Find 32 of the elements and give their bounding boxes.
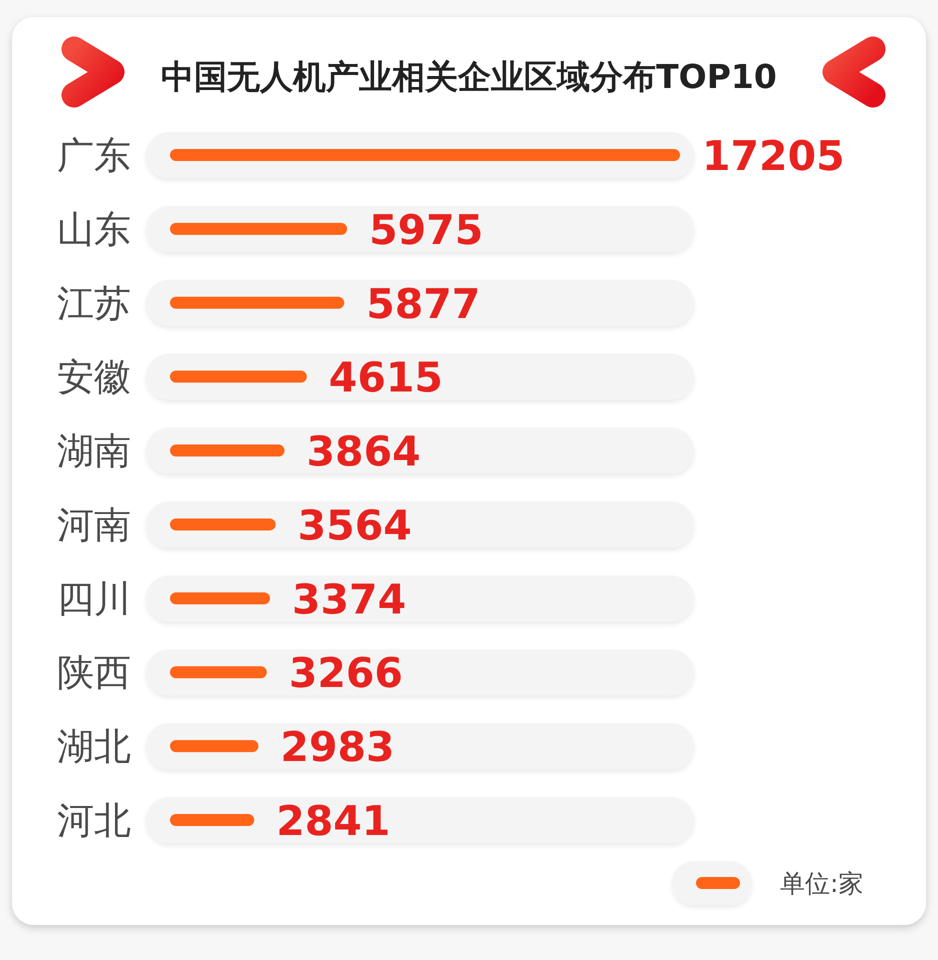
data-label: 17205 [702,132,845,180]
y-tick-label: 河南 [57,503,131,546]
data-label: 3564 [298,501,412,550]
bar [170,149,680,161]
bar [170,592,270,604]
y-tick-label: 河北 [57,799,131,842]
data-label: 2841 [276,797,390,845]
y-tick-label: 陕西 [57,651,131,694]
legend-label: 单位:家 [780,869,864,898]
bar [170,740,258,752]
data-label: 2983 [280,723,395,772]
data-label: 5975 [369,206,484,254]
y-tick-label: 湖北 [57,725,131,768]
y-tick-label: 江苏 [57,282,131,325]
y-tick-label: 湖南 [57,430,131,473]
bar [170,814,254,826]
y-tick-label: 山东 [57,208,131,251]
bar [170,222,348,235]
bar [170,444,285,457]
y-tick-label: 四川 [57,577,131,620]
data-label: 3266 [288,649,403,698]
chart-title: 中国无人机产业相关企业区域分布TOP10 [161,57,777,96]
bar [170,666,267,678]
y-tick-label: 安徽 [57,356,131,399]
data-label: 3374 [292,575,406,624]
data-label: 4615 [328,354,443,402]
data-label: 3864 [306,428,421,476]
bar [170,370,307,383]
data-label: 5877 [366,280,480,328]
y-tick-label: 广东 [57,134,131,177]
bar [170,518,276,530]
bar [170,296,344,309]
